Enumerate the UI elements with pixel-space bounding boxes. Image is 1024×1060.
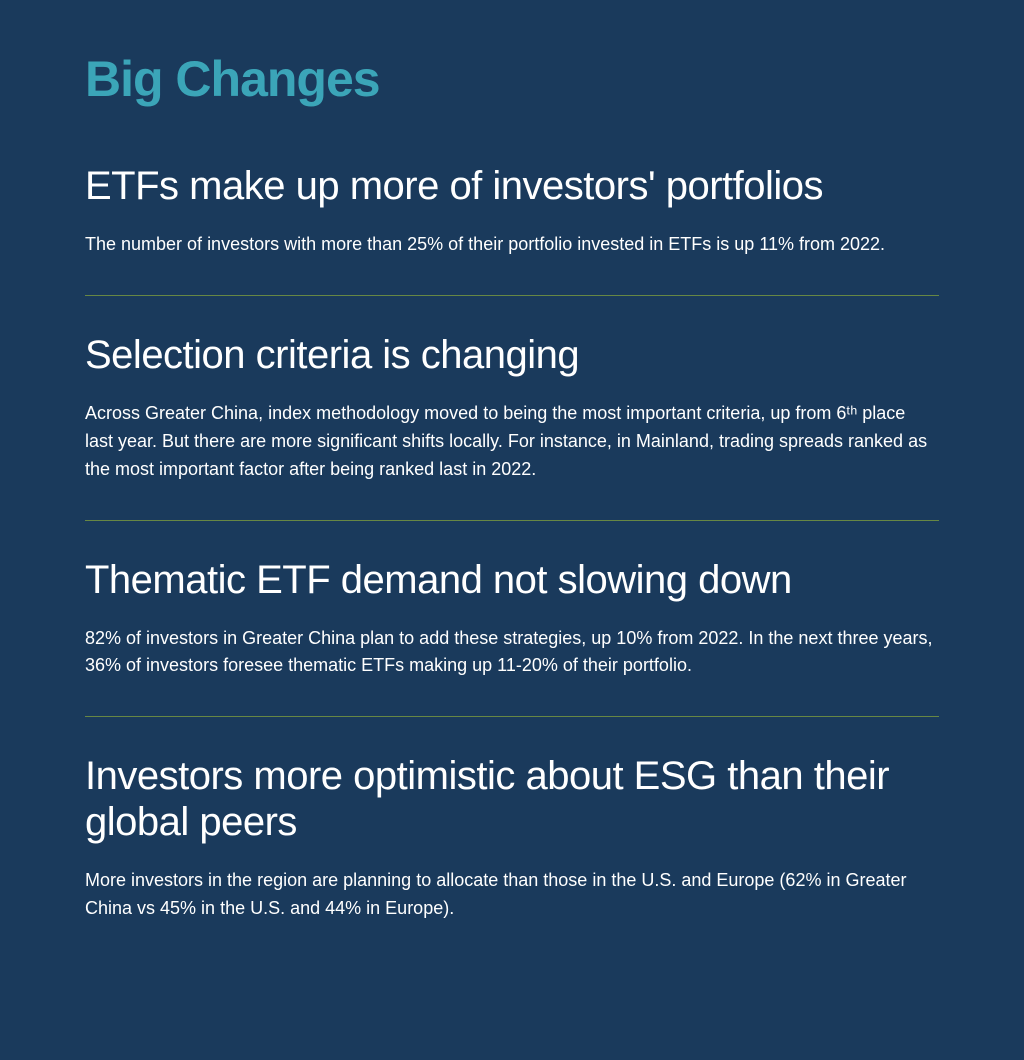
section-divider <box>85 716 939 717</box>
section-esg-optimism: Investors more optimistic about ESG than… <box>85 753 939 923</box>
section-body: The number of investors with more than 2… <box>85 231 935 259</box>
section-heading: Selection criteria is changing <box>85 332 939 378</box>
section-body: More investors in the region are plannin… <box>85 867 935 923</box>
section-body: Across Greater China, index methodology … <box>85 400 935 484</box>
section-heading: Thematic ETF demand not slowing down <box>85 557 939 603</box>
section-etfs-portfolios: ETFs make up more of investors' portfoli… <box>85 163 939 259</box>
section-heading: Investors more optimistic about ESG than… <box>85 753 939 845</box>
page-title: Big Changes <box>85 50 939 108</box>
section-divider <box>85 295 939 296</box>
section-selection-criteria: Selection criteria is changing Across Gr… <box>85 332 939 484</box>
section-heading: ETFs make up more of investors' portfoli… <box>85 163 939 209</box>
section-divider <box>85 520 939 521</box>
section-thematic-etf: Thematic ETF demand not slowing down 82%… <box>85 557 939 681</box>
section-body: 82% of investors in Greater China plan t… <box>85 625 935 681</box>
